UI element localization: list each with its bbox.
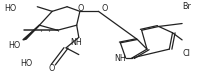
- Text: HO: HO: [4, 4, 17, 13]
- Polygon shape: [23, 25, 39, 40]
- Text: HO: HO: [20, 59, 33, 68]
- Text: NH: NH: [114, 54, 126, 63]
- Text: HO: HO: [9, 41, 21, 50]
- Text: Br: Br: [182, 2, 191, 11]
- Text: NH: NH: [70, 38, 82, 47]
- Text: O: O: [101, 4, 108, 13]
- Text: O: O: [78, 4, 84, 13]
- Text: Cl: Cl: [182, 49, 190, 58]
- Text: O: O: [49, 64, 55, 73]
